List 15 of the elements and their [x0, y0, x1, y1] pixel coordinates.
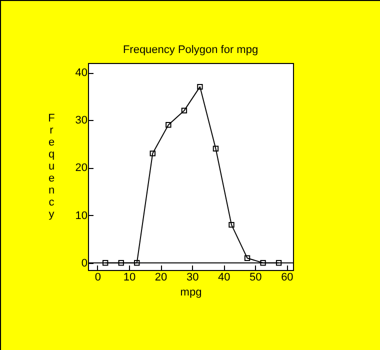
- x-tick-label: 60: [281, 272, 294, 284]
- y-tick-label: 20: [75, 162, 88, 174]
- text: Frequency: [48, 112, 55, 220]
- y-tick-label: 0: [81, 257, 88, 270]
- x-tick-label: 10: [123, 272, 136, 284]
- y-tick-label: 30: [75, 114, 88, 127]
- x-tick-label: 50: [250, 272, 262, 284]
- y-tick-label: 10: [75, 210, 88, 222]
- x-tick-label: 30: [186, 272, 199, 284]
- x-axis-title: mpg: [180, 286, 202, 298]
- y-tick-label: 40: [75, 67, 88, 80]
- x-tick-label: 0: [94, 272, 102, 284]
- x-tick-label: 20: [154, 272, 168, 284]
- x-tick-label: 40: [218, 272, 230, 284]
- chart-title: Frequency Polygon for mpg: [122, 44, 258, 56]
